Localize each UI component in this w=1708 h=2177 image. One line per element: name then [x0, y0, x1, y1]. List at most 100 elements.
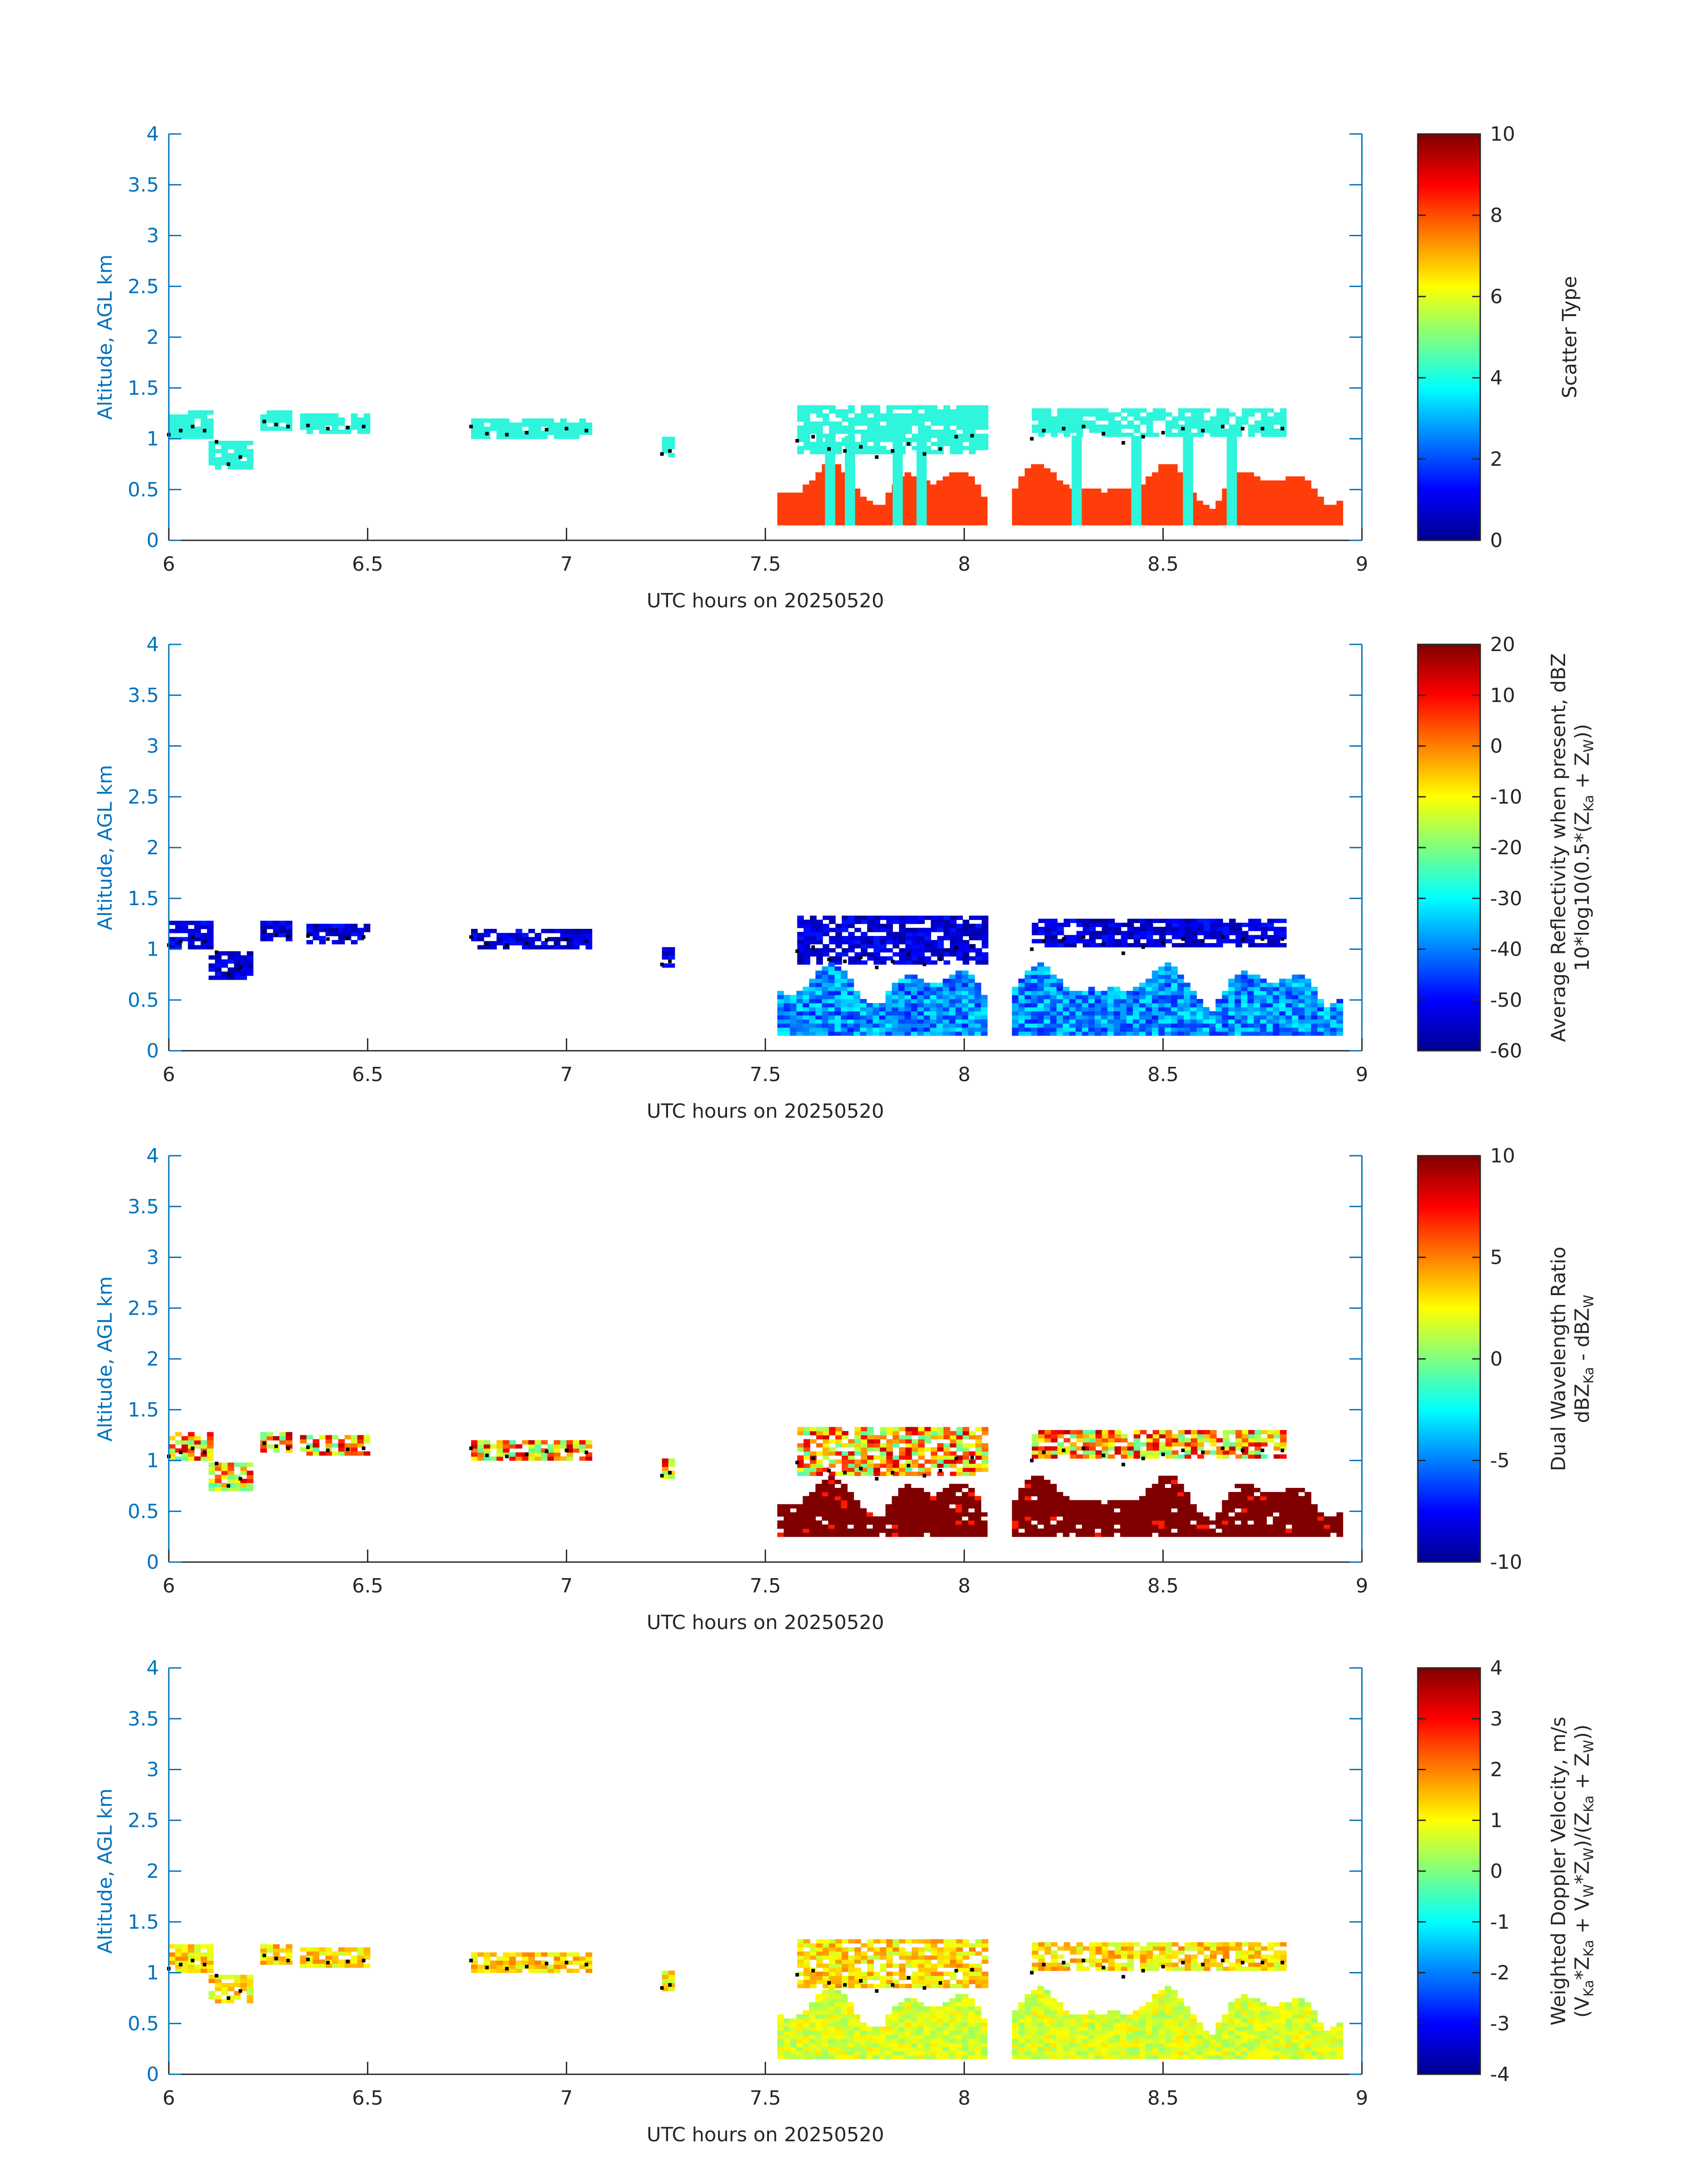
x-tick-label: 8	[958, 553, 970, 576]
y-tick-label: 3.5	[128, 174, 159, 196]
colorbar-tick-label: 3	[1490, 1708, 1503, 1730]
dot	[485, 1966, 489, 1970]
dot	[585, 939, 589, 943]
colorbar-tick-label: 0	[1490, 735, 1503, 758]
x-tick-label: 8.5	[1148, 553, 1179, 576]
dot	[660, 962, 664, 966]
dot	[191, 935, 195, 939]
x-tick-label: 9	[1356, 1063, 1368, 1086]
dot	[564, 426, 568, 430]
x-axis-label: UTC hours on 20250520	[647, 1100, 884, 1123]
dot	[660, 452, 664, 456]
dot	[485, 1454, 489, 1458]
dot	[362, 935, 366, 939]
dot	[326, 426, 330, 430]
colorbar	[1417, 133, 1481, 541]
dot	[564, 937, 568, 941]
y-tick-label: 2.5	[128, 1809, 159, 1832]
dot	[1141, 1456, 1145, 1460]
colorbar-label-formula: (VKa*ZKa + VW*ZW)/(ZKa + ZW))	[1571, 1725, 1597, 2018]
y-tick-label: 1	[146, 1450, 159, 1472]
dot	[1201, 429, 1205, 433]
x-tick-label: 9	[1356, 2087, 1368, 2110]
dot	[226, 462, 230, 466]
dot	[585, 1450, 589, 1454]
dot	[1042, 1450, 1046, 1454]
dot	[668, 959, 672, 963]
dot	[362, 1446, 366, 1450]
dot	[954, 1968, 958, 1972]
dot	[1280, 1960, 1284, 1964]
dot	[1261, 426, 1265, 430]
dot	[1240, 1960, 1244, 1964]
x-tick-label: 9	[1356, 1575, 1368, 1597]
colorbar-tick-label: 1	[1490, 1809, 1503, 1832]
x-tick-label: 9	[1356, 553, 1368, 576]
colorbar-tick-label: -10	[1490, 1551, 1522, 1574]
y-tick-label: 1.5	[128, 1911, 159, 1934]
dot	[1161, 1452, 1165, 1456]
dot	[545, 428, 549, 431]
dot	[1280, 1448, 1284, 1452]
dot	[1240, 426, 1244, 430]
colorbar-tick-label: 8	[1490, 204, 1503, 227]
dot	[843, 1983, 847, 1987]
dot	[326, 937, 330, 941]
x-tick-label: 6.5	[352, 2087, 383, 2110]
colorbar-label: Average Reflectivity when present, dBZ	[1547, 653, 1570, 1042]
colorbar-tick-label: 0	[1490, 1348, 1503, 1371]
colorbar-tick-label: 2	[1490, 448, 1503, 471]
y-tick-label: 4	[146, 123, 159, 146]
x-tick-label: 8.5	[1148, 1575, 1179, 1597]
dot	[505, 943, 509, 947]
dot	[214, 1462, 218, 1466]
x-tick-label: 7	[560, 553, 573, 576]
dot	[1062, 937, 1065, 941]
axes-panel-4: 0 0.5 1 1.5 2 2.5 3 3.5 4 6 6.5 7 7.5 8 8.5 9 UTC hours …	[94, 1657, 1597, 2146]
dot	[346, 1447, 350, 1451]
dot	[795, 1973, 799, 1977]
x-tick-label: 6	[163, 1575, 175, 1597]
dot	[545, 1450, 549, 1453]
heatmap-cells	[169, 1427, 1343, 1537]
y-tick-label: 2	[146, 326, 159, 349]
y-tick-label: 0	[146, 1551, 159, 1574]
dot	[362, 425, 366, 429]
x-tick-label: 6	[163, 553, 175, 576]
x-tick-label: 6.5	[352, 1575, 383, 1597]
dot	[891, 449, 894, 453]
dot	[668, 1983, 672, 1987]
x-tick-label: 7.5	[750, 1575, 781, 1597]
dot	[891, 1471, 894, 1475]
dot	[875, 1477, 879, 1481]
y-tick-label: 0.5	[128, 478, 159, 501]
dot	[875, 965, 879, 969]
y-axis-label: Altitude, AGL km	[94, 255, 117, 420]
dot	[274, 422, 278, 426]
dot	[1102, 942, 1106, 946]
dot	[923, 452, 927, 456]
dot	[859, 1467, 863, 1471]
axes-panel-3: 0 0.5 1 1.5 2 2.5 3 3.5 4 6 6.5 7 7.5 8 8.5 9 UTC hours …	[94, 1145, 1597, 1634]
y-tick-label: 0	[146, 2063, 159, 2086]
dot	[238, 1477, 242, 1481]
dot	[505, 1454, 509, 1458]
dot	[362, 1959, 366, 1963]
dot	[954, 1456, 958, 1460]
y-tick-label: 2	[146, 1348, 159, 1371]
axes-panel-1: 0 0.5 1 1.5 2 2.5 3 3.5 4 6 6.5 7 7.5 8 8.5 9 UTC hours …	[94, 123, 1581, 612]
y-tick-label: 0.5	[128, 1500, 159, 1523]
dot	[1181, 426, 1185, 430]
dot	[1082, 1959, 1086, 1963]
y-tick-label: 2.5	[128, 1297, 159, 1320]
dot	[827, 1469, 831, 1473]
heatmap-cells	[169, 405, 1343, 526]
y-tick-label: 1	[146, 938, 159, 961]
y-axis-label: Altitude, AGL km	[94, 1788, 117, 1954]
dot	[660, 1474, 664, 1478]
dot	[203, 939, 207, 943]
colorbar-tick-label: -1	[1490, 1911, 1510, 1934]
dot	[525, 430, 529, 435]
dot	[843, 959, 847, 963]
dot	[970, 1968, 974, 1972]
